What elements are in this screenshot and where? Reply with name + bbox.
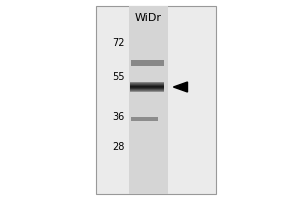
Text: 36: 36 bbox=[112, 112, 124, 122]
FancyBboxPatch shape bbox=[130, 84, 164, 85]
FancyBboxPatch shape bbox=[130, 89, 164, 90]
FancyBboxPatch shape bbox=[96, 6, 216, 194]
FancyBboxPatch shape bbox=[131, 117, 158, 121]
FancyBboxPatch shape bbox=[130, 83, 164, 84]
FancyBboxPatch shape bbox=[129, 6, 168, 194]
Text: 55: 55 bbox=[112, 72, 124, 82]
FancyBboxPatch shape bbox=[130, 85, 164, 86]
Text: 28: 28 bbox=[112, 142, 124, 152]
FancyBboxPatch shape bbox=[130, 87, 164, 88]
FancyBboxPatch shape bbox=[131, 60, 164, 66]
FancyBboxPatch shape bbox=[130, 90, 164, 91]
Text: WiDr: WiDr bbox=[135, 13, 162, 23]
Text: 72: 72 bbox=[112, 38, 124, 48]
Polygon shape bbox=[173, 82, 188, 92]
FancyBboxPatch shape bbox=[130, 88, 164, 89]
FancyBboxPatch shape bbox=[130, 86, 164, 87]
FancyBboxPatch shape bbox=[130, 91, 164, 92]
FancyBboxPatch shape bbox=[130, 82, 164, 83]
